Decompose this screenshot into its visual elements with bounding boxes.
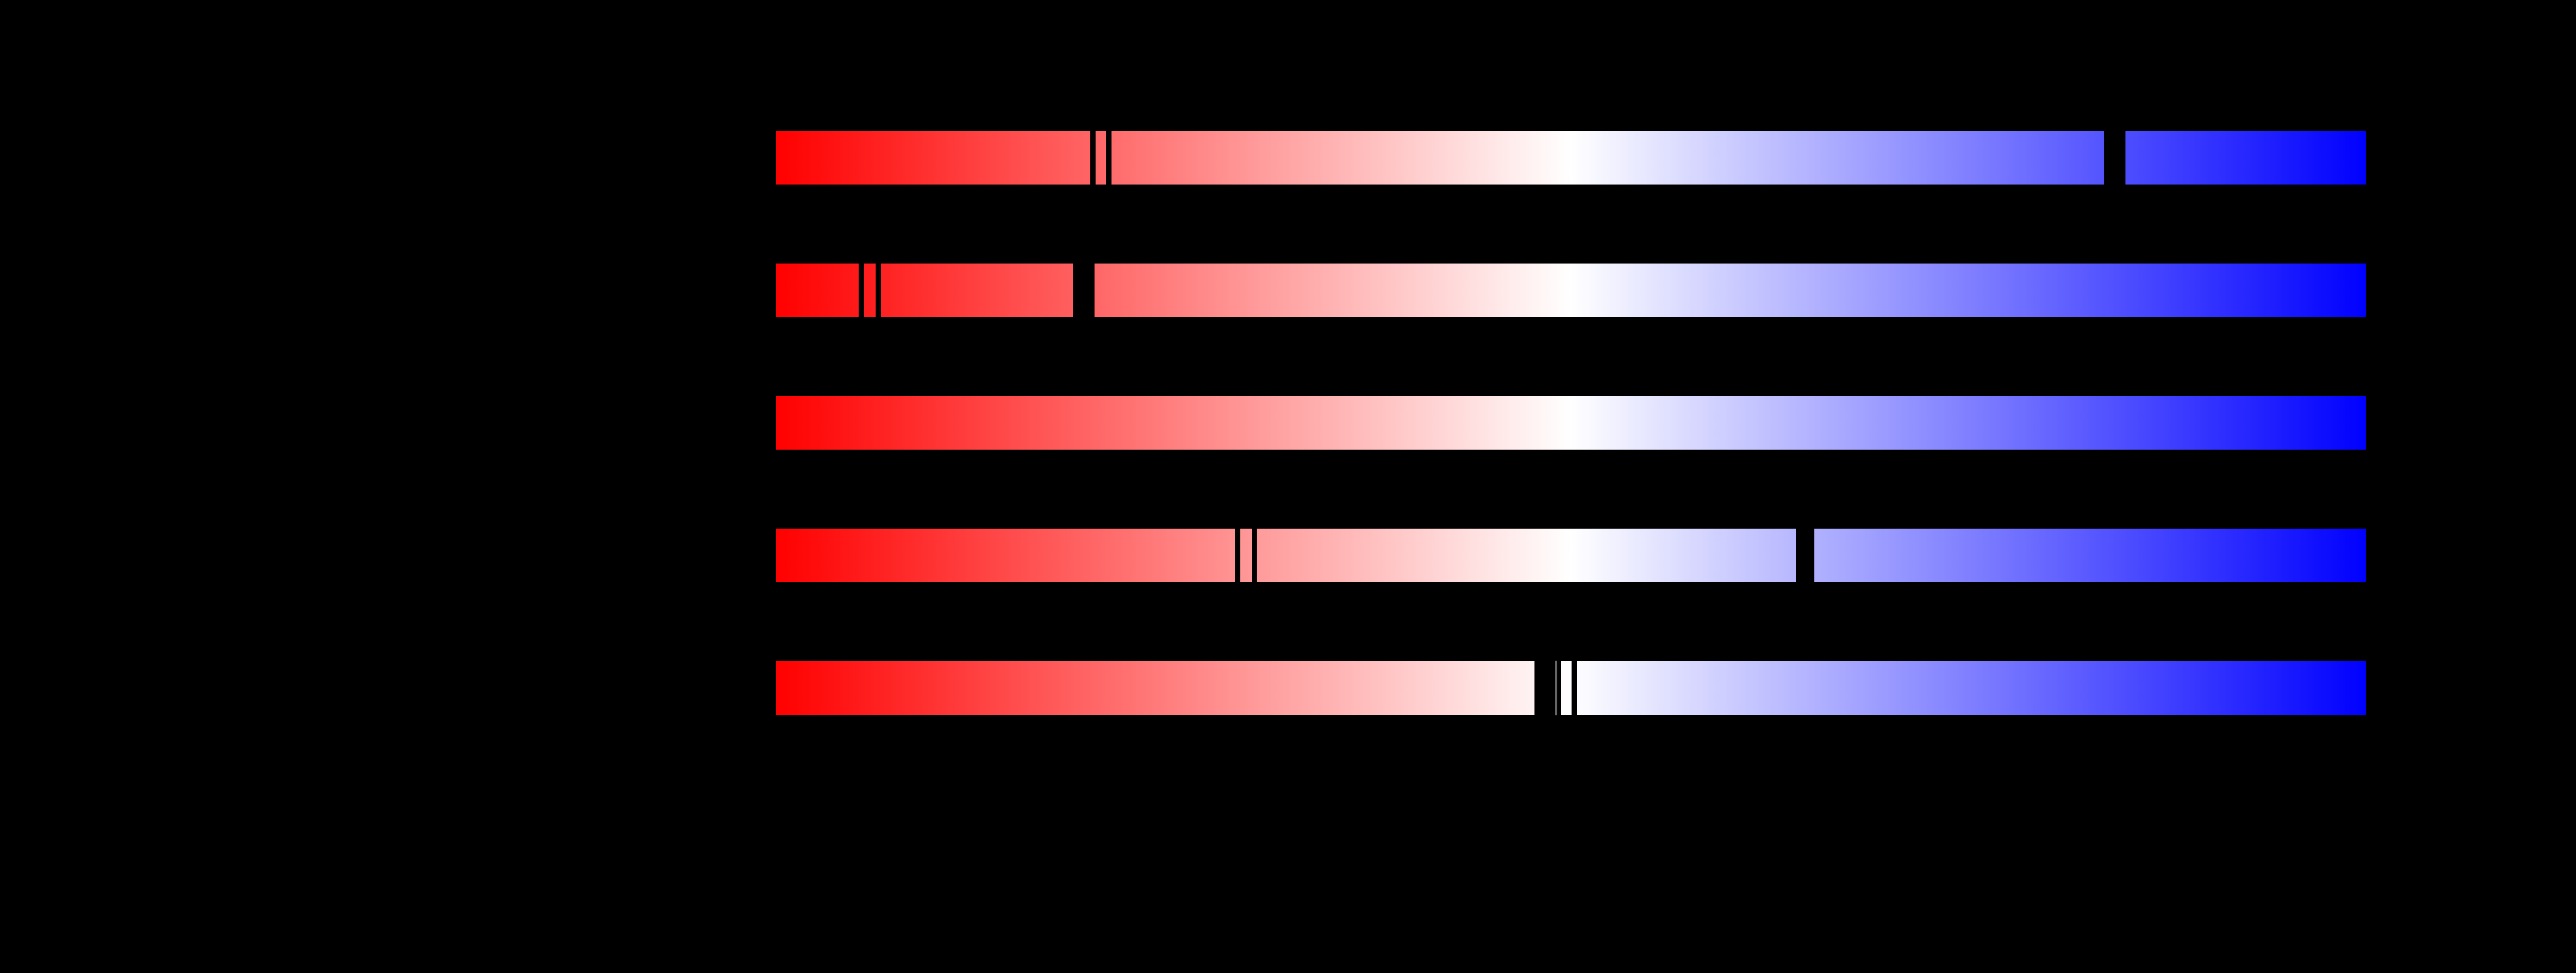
marker-tick <box>1251 528 1257 583</box>
gradient-bar-row-4 <box>776 528 2366 583</box>
marker-tick <box>1571 661 1577 715</box>
marker-tick <box>1106 130 1111 185</box>
marker-tick <box>1235 528 1240 583</box>
gradient-bar-row-1 <box>776 130 2366 185</box>
gradient-bar-row-2 <box>776 263 2366 318</box>
marker-tick <box>1090 130 1096 185</box>
segment-gap <box>2104 130 2125 185</box>
marker-tick <box>858 263 864 318</box>
marker-tick <box>876 263 881 318</box>
gradient-bar-row-3 <box>776 396 2366 450</box>
gradient-bar-row-5 <box>776 661 2366 715</box>
segment-gap <box>1795 528 1814 583</box>
segment-gap <box>1073 263 1095 318</box>
gray-marker-line <box>1555 661 1557 715</box>
